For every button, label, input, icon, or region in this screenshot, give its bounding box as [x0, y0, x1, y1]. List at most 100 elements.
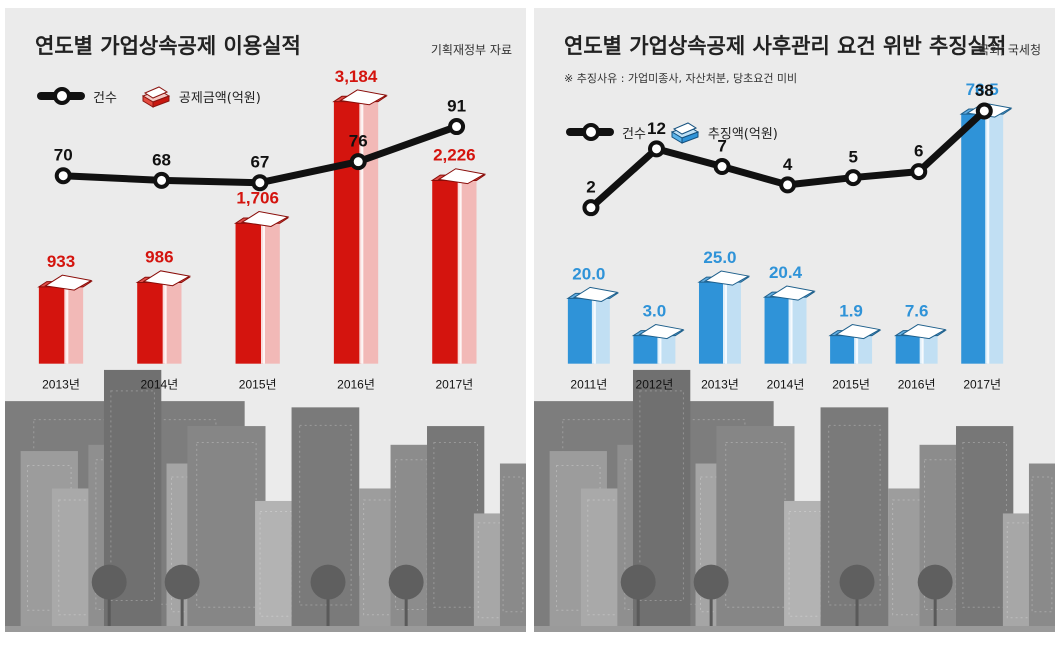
- x-tick-label: 2015년: [832, 378, 870, 392]
- bar-2015년: [828, 323, 882, 364]
- money-bill-2012년: [638, 323, 685, 340]
- bar-2017년: [959, 102, 1013, 364]
- bar-2011년: [566, 286, 620, 364]
- bar-side-2014년: [790, 297, 807, 364]
- bar-2016년: [332, 89, 388, 364]
- x-tick-label: 2017년: [435, 378, 473, 392]
- count-value-label: 7: [717, 137, 726, 156]
- bar-side-2011년: [593, 298, 610, 364]
- bar-value-label: 2,226: [433, 146, 476, 165]
- money-stack-icon: [670, 122, 700, 144]
- bar-front-2014년: [137, 282, 165, 364]
- money-bill-2014년: [142, 270, 191, 287]
- right-footer-bar: [534, 626, 1055, 632]
- line-legend-icon: [566, 123, 614, 141]
- money-bill-2015년: [834, 323, 882, 340]
- x-tick-label: 2012년: [636, 378, 674, 392]
- right-chart-panel: 20.0 2011년 3.0 2012년 25.0 2013년 20.4 2014년 1.9 20…: [534, 8, 1055, 632]
- count-value-label: 76: [349, 132, 368, 151]
- x-tick-label: 2011년: [570, 378, 607, 392]
- bar-front-2012년: [633, 335, 660, 364]
- count-value-label: 5: [848, 148, 857, 167]
- left-chart-source: 기획재정부 자료: [430, 43, 512, 57]
- x-tick-label: 2016년: [898, 378, 936, 392]
- right-chart-title: 연도별 가업상속공제 사후관리 요건 위반 추징실적: [564, 34, 1007, 58]
- count-point: [713, 158, 731, 176]
- count-value-label: 91: [447, 97, 466, 116]
- left-footer-bar: [5, 626, 526, 632]
- right-chart-svg: 20.0 2011년 3.0 2012년 25.0 2013년 20.4 2014년 1.9 20…: [534, 80, 1055, 632]
- count-value-label: 6: [914, 142, 923, 161]
- left-chart-title: 연도별 가업상속공제 이용실적: [35, 34, 301, 58]
- bar-value-label: 76.5: [966, 80, 999, 99]
- bar-value-label: 7.6: [905, 302, 929, 321]
- money-bill-2016년: [900, 323, 947, 340]
- count-value-label: 68: [152, 150, 171, 169]
- money-bill-2017년: [437, 168, 486, 185]
- money-bill-2015년: [240, 211, 290, 227]
- count-value-label: 12: [647, 119, 666, 138]
- bar-side-2017년: [459, 180, 477, 364]
- left-chart-svg: 933 2013년 986 2014년 1,706 2015년 3,184 2016년 2,22…: [5, 67, 526, 632]
- count-point: [251, 174, 269, 192]
- bar-front-2017년: [432, 180, 460, 364]
- legend-count-label: 건수: [622, 126, 646, 142]
- left-chart-panel: 933 2013년 986 2014년 1,706 2015년 3,184 2016년 2,22…: [5, 8, 526, 632]
- bar-value-label: 20.0: [572, 264, 605, 283]
- money-bill-2013년: [44, 274, 93, 291]
- money-stack-icon: [141, 86, 171, 108]
- count-point: [779, 176, 797, 194]
- bar-value-label: 933: [47, 252, 75, 271]
- bar-side-2013년: [66, 286, 84, 364]
- money-bill-2014년: [769, 285, 816, 301]
- count-point: [910, 163, 928, 181]
- bar-2017년: [430, 168, 487, 364]
- count-value-label: 38: [975, 81, 994, 100]
- x-tick-label: 2016년: [337, 378, 375, 392]
- bar-side-2016년: [361, 101, 379, 364]
- bar-2014년: [135, 270, 192, 364]
- bar-side-2015년: [262, 223, 280, 364]
- money-bill-2013년: [703, 270, 750, 286]
- count-value-label: 70: [54, 146, 73, 165]
- count-point: [54, 167, 72, 185]
- bar-front-2011년: [567, 298, 594, 364]
- bar-value-label: 20.4: [769, 263, 803, 282]
- legend-count-label: 건수: [93, 90, 117, 106]
- right-chart-source: 국회, 국세청: [978, 43, 1041, 57]
- x-tick-label: 2014년: [767, 378, 805, 392]
- x-tick-label: 2015년: [239, 378, 277, 392]
- bar-side-2017년: [987, 114, 1004, 364]
- money-bill-2016년: [339, 89, 388, 106]
- bar-value-label: 3.0: [643, 302, 667, 321]
- count-point: [582, 199, 600, 217]
- bar-front-2015년: [235, 223, 263, 364]
- count-value-label: 4: [783, 155, 793, 174]
- count-point: [844, 169, 862, 187]
- x-tick-label: 2013년: [42, 378, 80, 392]
- count-point: [975, 102, 993, 120]
- count-point: [648, 140, 666, 158]
- x-tick-label: 2014년: [140, 378, 178, 392]
- bar-value-label: 986: [145, 248, 173, 267]
- bar-side-2014년: [164, 282, 182, 364]
- legend-amount-label: 추징액(억원): [707, 126, 778, 142]
- bar-front-2013년: [698, 282, 725, 364]
- bar-2013년: [37, 274, 93, 364]
- right-legend: 건수 추징액(억원): [566, 120, 778, 144]
- bar-front-2016년: [895, 335, 922, 364]
- bar-side-2016년: [921, 335, 938, 364]
- bar-value-label: 1.9: [839, 302, 863, 321]
- bar-front-2016년: [333, 101, 362, 364]
- line-legend-icon: [37, 87, 85, 105]
- bar-front-2014년: [764, 297, 791, 364]
- count-point: [349, 153, 367, 171]
- count-point: [153, 171, 171, 189]
- bar-2012년: [631, 323, 685, 364]
- bar-front-2017년: [961, 114, 988, 364]
- legend-amount-label: 공제금액(억원): [178, 90, 261, 106]
- city-skyline-icon: [534, 369, 1055, 632]
- bar-side-2012년: [659, 335, 676, 364]
- left-legend: 건수 공제금액(억원): [37, 84, 261, 108]
- x-tick-label: 2013년: [701, 378, 739, 392]
